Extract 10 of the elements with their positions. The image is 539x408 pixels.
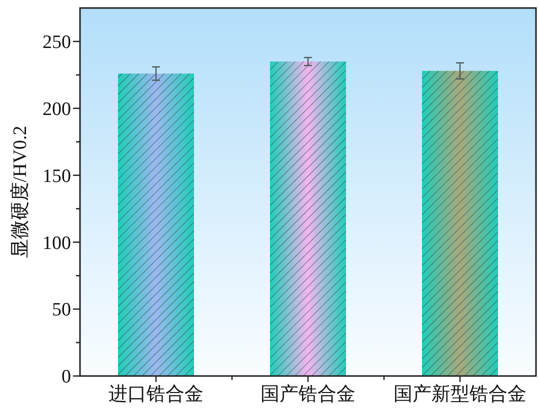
y-tick-label: 250 (42, 32, 71, 54)
x-tick-label: 国产锆合金 (260, 384, 356, 405)
y-tick-label: 100 (42, 232, 71, 254)
y-tick-label: 50 (52, 300, 71, 321)
y-axis-title: 显微硬度/HV0.2 (9, 126, 31, 258)
y-tick-label: 150 (42, 166, 71, 187)
x-tick-label: 国产新型锆合金 (394, 383, 526, 405)
x-tick-label: 进口锆合金 (108, 384, 204, 405)
y-tick-label: 200 (42, 99, 71, 120)
y-tick-label: 0 (62, 366, 71, 388)
